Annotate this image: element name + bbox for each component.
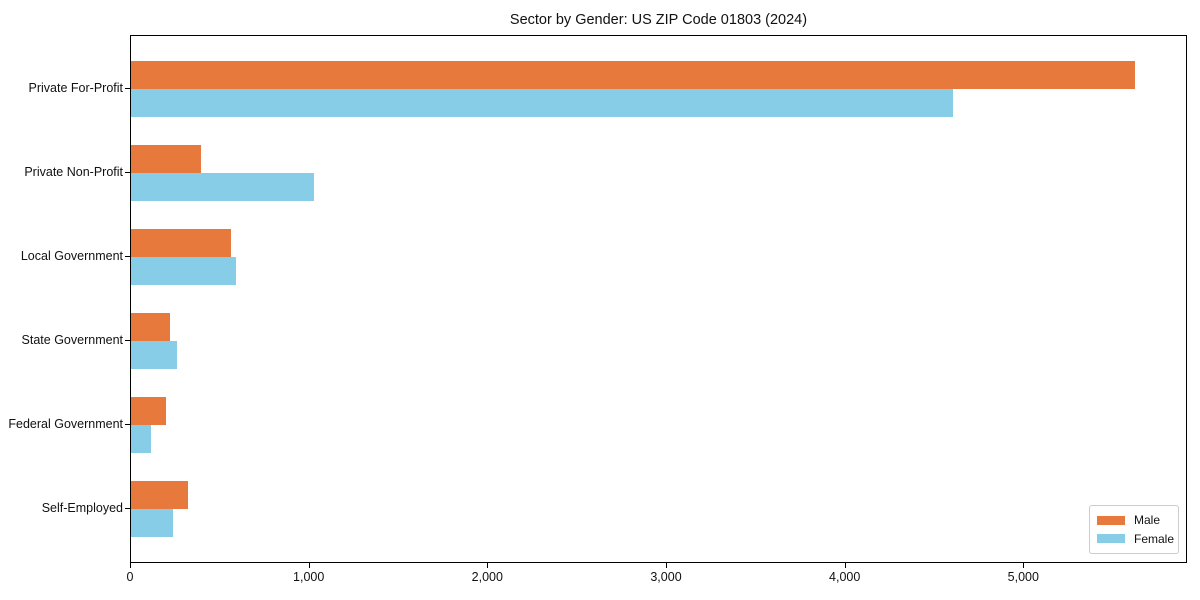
y-axis-label: Private Non-Profit	[24, 164, 123, 179]
bar-male-private-non-profit	[131, 144, 201, 173]
legend-label: Male	[1134, 513, 1161, 528]
x-tick-label: 5,000	[1007, 570, 1039, 584]
x-tick-label: 1,000	[293, 570, 325, 584]
x-tick-mark	[130, 563, 131, 568]
x-tick-mark	[1023, 563, 1025, 568]
y-tick-mark	[125, 87, 130, 89]
legend-item-female: Female	[1097, 530, 1175, 548]
bar-female-self-employed	[131, 508, 173, 537]
x-tick-label: 0	[126, 570, 134, 584]
plot-area	[130, 35, 1187, 563]
legend-swatch-male	[1097, 515, 1125, 525]
y-tick-mark	[125, 507, 130, 509]
x-tick-mark	[487, 563, 489, 568]
legend: Male Female	[1089, 505, 1179, 554]
x-tick-mark	[844, 563, 846, 568]
y-tick-mark	[125, 339, 130, 341]
chart-title: Sector by Gender: US ZIP Code 01803 (202…	[509, 12, 808, 28]
legend-label: Female	[1134, 531, 1175, 546]
x-tick-mark	[666, 563, 667, 568]
bar-male-self-employed	[131, 480, 189, 509]
y-tick-mark	[125, 255, 130, 257]
y-axis-label: Federal Government	[8, 416, 123, 431]
bar-female-local-government	[131, 256, 237, 285]
legend-item-male: Male	[1097, 511, 1171, 529]
x-tick-label: 4,000	[829, 570, 861, 584]
y-tick-mark	[125, 171, 130, 173]
x-tick-label: 3,000	[650, 570, 682, 584]
x-tick-label: 2,000	[471, 570, 503, 584]
y-axis-label: Private For-Profit	[28, 80, 123, 95]
bar-male-state-government	[131, 312, 171, 341]
y-axis-label: State Government	[21, 332, 123, 347]
bar-female-private-for-profit	[131, 88, 953, 117]
y-tick-mark	[125, 423, 130, 425]
y-axis-label: Self-Employed	[41, 500, 123, 515]
bar-female-state-government	[131, 340, 177, 369]
bar-male-private-for-profit	[131, 60, 1136, 89]
x-tick-mark	[308, 563, 310, 568]
bar-male-local-government	[131, 228, 232, 257]
bar-male-federal-government	[131, 396, 166, 425]
y-axis-label: Local Government	[20, 248, 123, 263]
legend-swatch-female	[1097, 534, 1125, 544]
bar-female-private-non-profit	[131, 172, 315, 201]
bar-female-federal-government	[131, 424, 151, 453]
